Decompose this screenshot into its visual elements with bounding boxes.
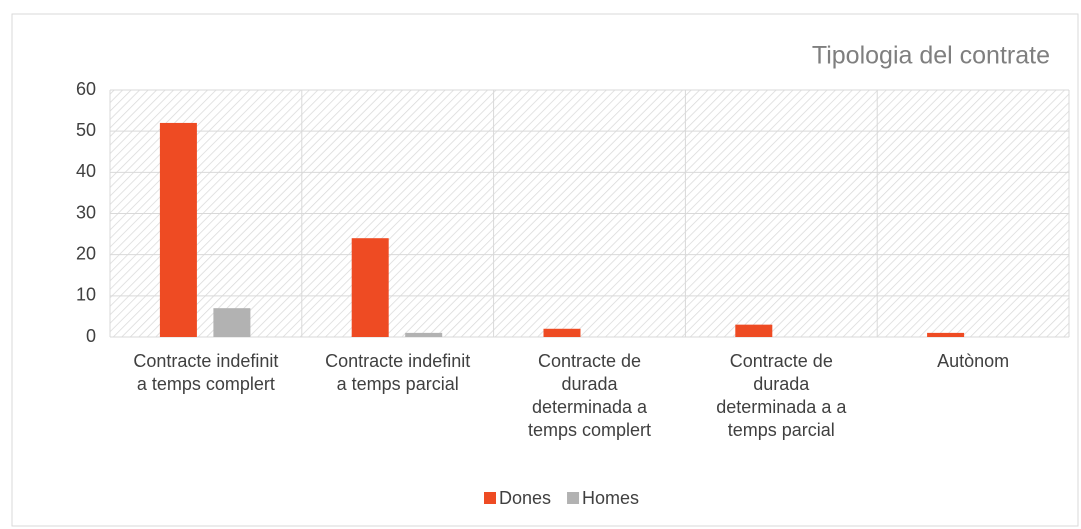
y-tick-label: 40 (76, 161, 96, 181)
legend-label: Dones (499, 488, 551, 508)
x-tick-label: Contracte indefinit a temps complert (133, 351, 279, 394)
bar (159, 122, 197, 337)
bar (405, 332, 443, 337)
bar (213, 308, 251, 337)
bar (735, 324, 773, 337)
y-tick-label: 0 (86, 326, 96, 346)
bar (351, 238, 389, 337)
x-tick-label: Contracte de durada determinada a a temp… (716, 351, 847, 440)
y-tick-label: 50 (76, 120, 96, 140)
legend-swatch (567, 492, 580, 504)
legend-swatch (484, 492, 496, 504)
bar (543, 328, 581, 337)
y-tick-label: 10 (76, 285, 96, 305)
legend-label: Homes (582, 488, 639, 508)
x-tick-label: Autònom (937, 351, 1010, 371)
bar (927, 332, 965, 337)
x-tick-label: Contracte de durada determinada a temps … (527, 351, 652, 440)
chart-title: Tipologia del contrate (812, 42, 1050, 70)
x-tick-label: Contracte indefinit a temps parcial (325, 351, 471, 394)
y-tick-label: 30 (76, 202, 96, 222)
y-tick-label: 60 (76, 79, 96, 99)
y-tick-label: 20 (76, 243, 96, 263)
